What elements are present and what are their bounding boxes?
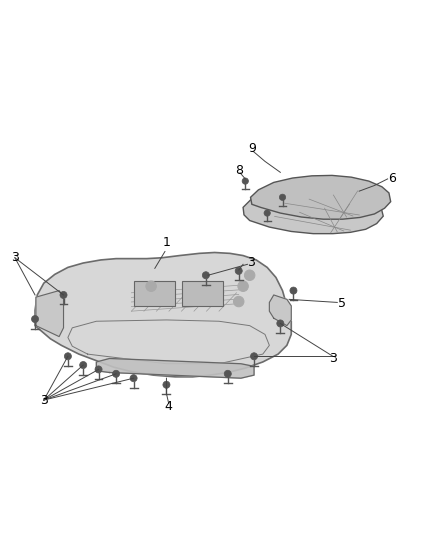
Circle shape [264, 210, 270, 216]
Text: 3: 3 [40, 393, 48, 407]
Text: 3: 3 [11, 251, 19, 264]
Text: 3: 3 [247, 256, 254, 269]
FancyBboxPatch shape [134, 280, 175, 306]
Circle shape [224, 370, 231, 377]
Polygon shape [243, 187, 383, 233]
Text: 3: 3 [329, 352, 337, 365]
Polygon shape [35, 253, 291, 377]
Circle shape [233, 296, 244, 307]
Text: 8: 8 [235, 164, 243, 176]
Polygon shape [96, 359, 254, 378]
Polygon shape [36, 290, 64, 336]
Circle shape [290, 287, 297, 294]
Text: 4: 4 [165, 400, 173, 413]
Circle shape [277, 320, 284, 327]
Circle shape [235, 268, 242, 274]
Circle shape [64, 353, 71, 360]
Circle shape [95, 366, 102, 373]
Circle shape [251, 353, 258, 360]
Circle shape [202, 272, 209, 279]
Circle shape [60, 292, 67, 298]
Text: 9: 9 [248, 142, 256, 155]
Circle shape [238, 281, 248, 292]
Circle shape [80, 361, 87, 369]
Polygon shape [269, 295, 291, 326]
Text: 6: 6 [388, 172, 396, 185]
Circle shape [244, 270, 255, 280]
Polygon shape [251, 175, 391, 219]
Circle shape [32, 316, 39, 322]
Text: 5: 5 [338, 297, 346, 310]
Circle shape [163, 381, 170, 389]
Circle shape [242, 178, 248, 184]
Circle shape [279, 194, 286, 200]
Circle shape [146, 281, 156, 292]
Circle shape [130, 375, 137, 382]
FancyBboxPatch shape [182, 280, 223, 306]
Circle shape [113, 370, 120, 377]
Text: 1: 1 [162, 236, 170, 249]
